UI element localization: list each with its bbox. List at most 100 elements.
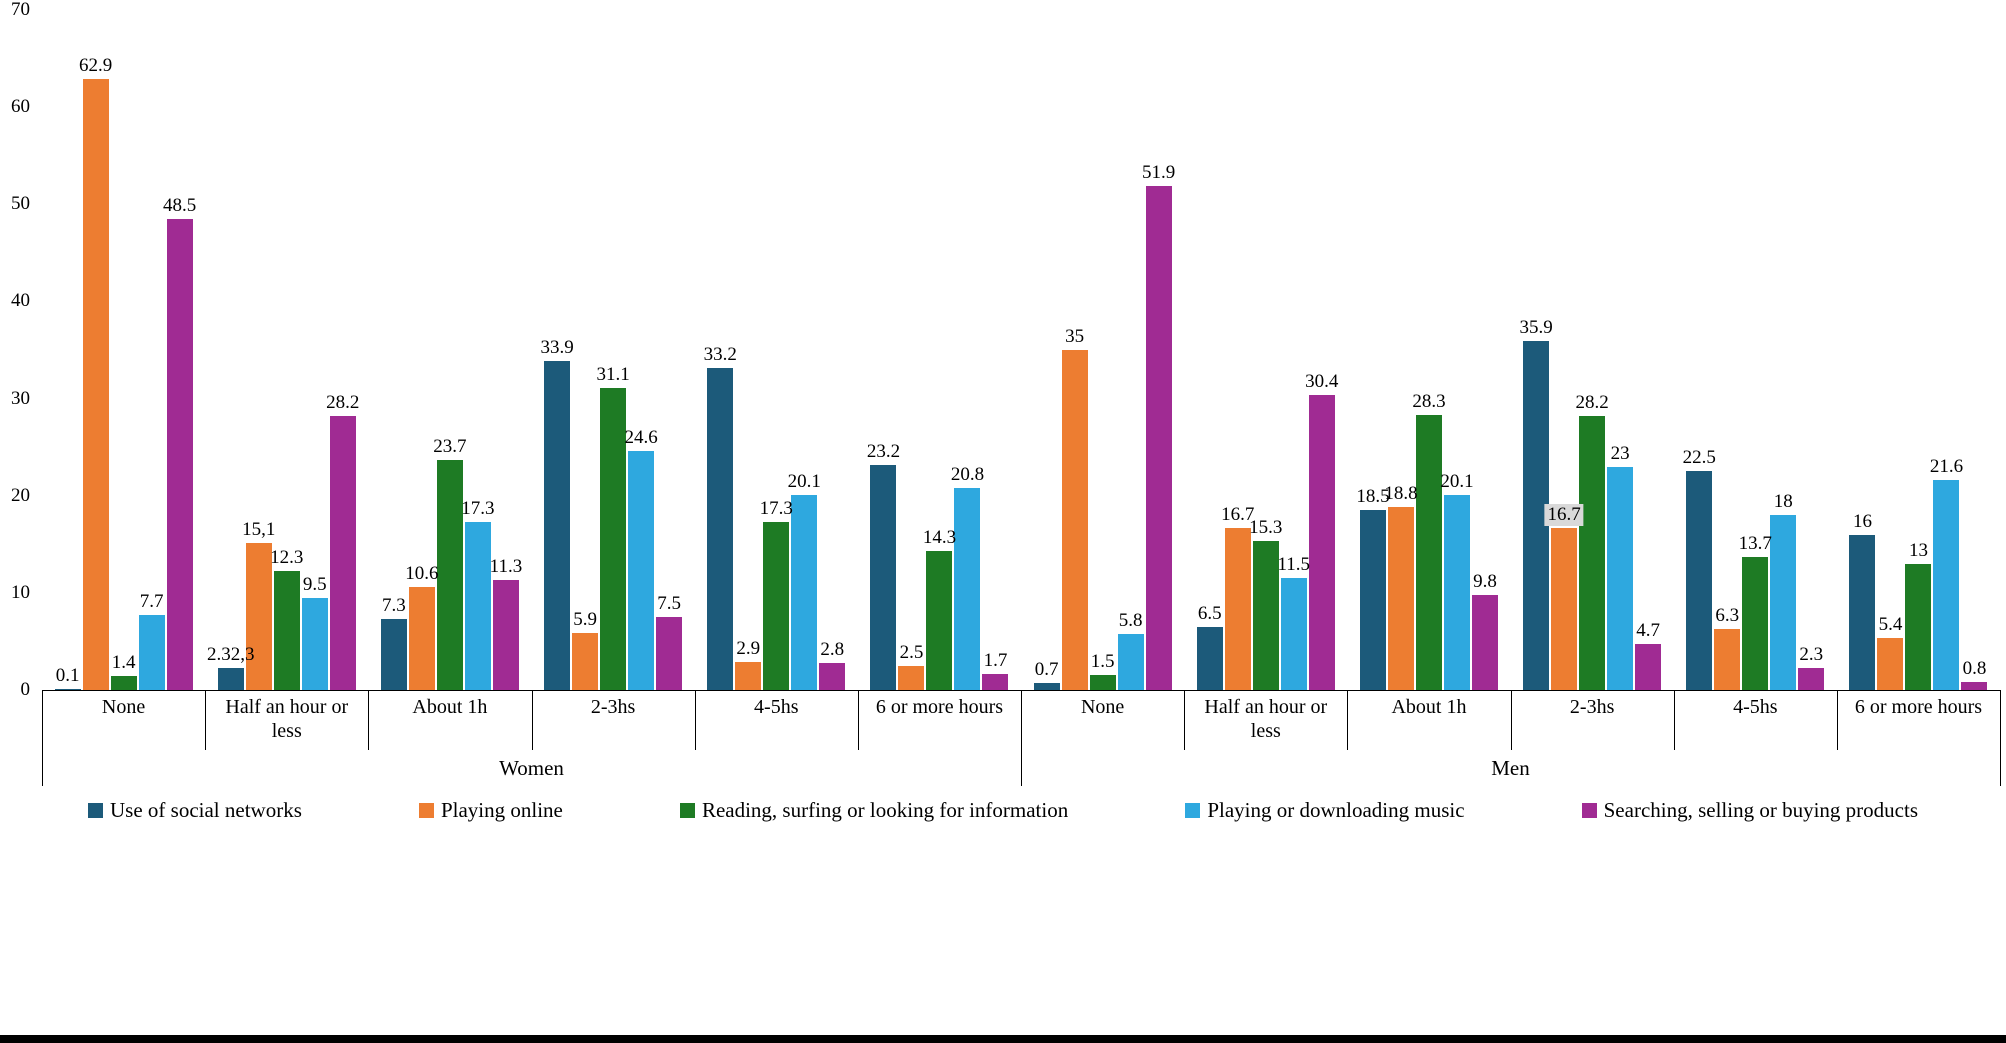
bar-searching-selling-or-buying-products: 4.7 [1635,620,1662,690]
bar-reading-surfing-or-looking-for-information: 12.3 [270,547,303,690]
category-group-men-6-or-more-hours: 16 5.4 13 21.6 0.8 [1837,10,2000,690]
legend-item-playing-online: Playing online [418,798,563,822]
bar-reading-surfing-or-looking-for-information: 31.1 [596,364,630,690]
bar-value-label: 24.6 [624,427,658,449]
bar-value-label: 18.8 [1384,483,1418,505]
bar-value-label: 1.5 [1090,651,1115,673]
bar-playing-or-downloading-music: 9.5 [301,574,328,690]
bar-value-label: 18 [1773,491,1793,513]
bar-value-label: 7.3 [382,595,406,617]
plot-area: 0.1 62.9 1.4 7.7 48.5 2.32,3 15,1 12.3 9.5 28.2 7.… [42,10,2000,691]
bar-reading-surfing-or-looking-for-information: 28.3 [1412,391,1446,690]
bar-value-label: 15,1 [242,519,276,541]
bar-value-label: 15.3 [1249,517,1283,539]
y-tick-label: 20 [11,484,30,506]
bar-reading-surfing-or-looking-for-information: 23.7 [433,436,467,690]
bar-use-of-social-networks: 16 [1849,511,1876,690]
bar-use-of-social-networks: 0.7 [1033,659,1060,690]
bar-value-label: 20.1 [1440,470,1474,492]
bar-value-label: 10.6 [405,563,439,585]
bar-use-of-social-networks: 0.1 [54,665,81,690]
bar-use-of-social-networks: 33.9 [540,337,574,690]
bar-searching-selling-or-buying-products: 30.4 [1305,371,1338,690]
bar-value-label: 2.9 [736,637,761,659]
bar-searching-selling-or-buying-products: 28.2 [326,392,359,690]
category-group-men-4-5hs: 22.5 6.3 13.7 18 2.3 [1674,10,1837,690]
bar-searching-selling-or-buying-products: 48.5 [163,195,196,690]
bar-value-label: 6.3 [1715,604,1740,626]
group-axis: Women Men [42,755,2000,781]
bar-value-label: 28.3 [1412,391,1446,413]
bar-playing-online: 5.9 [572,609,599,690]
bar-value-label: 35.9 [1519,317,1553,339]
bar-searching-selling-or-buying-products: 7.5 [656,593,683,690]
bar-playing-or-downloading-music: 21.6 [1930,456,1963,690]
bar-playing-online: 5.4 [1877,614,1904,690]
bar-playing-or-downloading-music: 20.1 [1440,471,1474,690]
bar-playing-online: 16.7 [1544,503,1584,690]
category-group-women-6-or-more-hours: 23.2 2.5 14.3 20.8 1.7 [858,10,1021,690]
bar-reading-surfing-or-looking-for-information: 1.4 [110,652,137,690]
bar-value-label: 16.7 [1544,503,1584,526]
category-group-women-about-1h: 7.3 10.6 23.7 17.3 11.3 [368,10,531,690]
bar-value-label: 22.5 [1682,447,1716,469]
bar-playing-online: 10.6 [405,563,439,690]
bar-playing-online: 16.7 [1221,504,1254,690]
bar-value-label: 17.3 [759,497,793,519]
y-tick-label: 50 [11,193,30,215]
bar-value-label: 17.3 [461,497,495,519]
category-group-women-2-3hs: 33.9 5.9 31.1 24.6 7.5 [532,10,695,690]
group-label-women: Women [499,756,564,780]
bar-value-label: 0.1 [55,665,80,687]
bar-playing-online: 6.3 [1714,605,1741,690]
category-label: 6 or more hours [1854,696,1983,718]
bar-value-label: 13 [1908,539,1928,561]
category-group-men-about-1h: 18.5 18.8 28.3 20.1 9.8 [1347,10,1510,690]
bar-playing-or-downloading-music: 11.5 [1278,554,1310,690]
y-axis: 0 10 20 30 40 50 60 70 [0,0,36,700]
category-label: None [1080,696,1125,718]
bar-reading-surfing-or-looking-for-information: 15.3 [1249,517,1282,690]
bottom-border [0,1035,2006,1043]
bar-value-label: 5.8 [1118,609,1143,631]
bar-searching-selling-or-buying-products: 51.9 [1142,162,1175,690]
y-tick-label: 30 [11,387,30,409]
bar-value-label: 62.9 [78,54,113,76]
bar-use-of-social-networks: 2.32,3 [207,644,255,690]
bar-value-label: 2.32,3 [207,643,255,665]
category-label: 4-5hs [754,696,799,718]
bar-value-label: 30.4 [1305,370,1339,392]
legend-label: Playing online [440,798,563,822]
legend-label: Playing or downloading music [1207,798,1465,822]
bar-searching-selling-or-buying-products: 2.8 [819,639,846,690]
bar-reading-surfing-or-looking-for-information: 28.2 [1576,392,1609,690]
y-tick-label: 60 [11,96,30,118]
bar-value-label: 12.3 [270,546,304,568]
category-label: 4-5hs [1733,696,1778,718]
bar-playing-online: 2.9 [735,638,762,690]
bar-use-of-social-networks: 33.2 [704,344,737,690]
bar-value-label: 13.7 [1738,532,1772,554]
bar-value-label: 5.9 [573,608,597,630]
group-label-men: Men [1491,756,1530,780]
bar-value-label: 0.7 [1034,659,1059,681]
bar-value-label: 0.8 [1962,658,1987,680]
bar-reading-surfing-or-looking-for-information: 17.3 [760,498,793,690]
bar-use-of-social-networks: 23.2 [867,441,900,690]
bar-value-label: 11.3 [489,556,523,578]
bar-value-label: 2.8 [820,638,845,660]
legend-marker-searching-selling-or-buying-products [1581,802,1597,818]
category-group-women-half-an-hour-or-less: 2.32,3 15,1 12.3 9.5 28.2 [205,10,368,690]
category-label: Half an hour or less [1204,696,1328,742]
group-separator-line [2000,690,2001,786]
bar-playing-or-downloading-music: 20.1 [788,471,821,690]
bar-value-label: 28.2 [1575,392,1609,414]
legend-label: Reading, surfing or looking for informat… [701,798,1069,822]
bar-playing-or-downloading-music: 18 [1770,491,1797,690]
legend-item-use-of-social-networks: Use of social networks [88,798,302,822]
bar-playing-or-downloading-music: 20.8 [951,464,984,690]
bar-value-label: 7.7 [139,591,164,613]
legend-marker-playing-or-downloading-music [1185,802,1201,818]
bar-value-label: 23 [1610,442,1630,464]
category-group-men-half-an-hour-or-less: 6.5 16.7 15.3 11.5 30.4 [1184,10,1347,690]
